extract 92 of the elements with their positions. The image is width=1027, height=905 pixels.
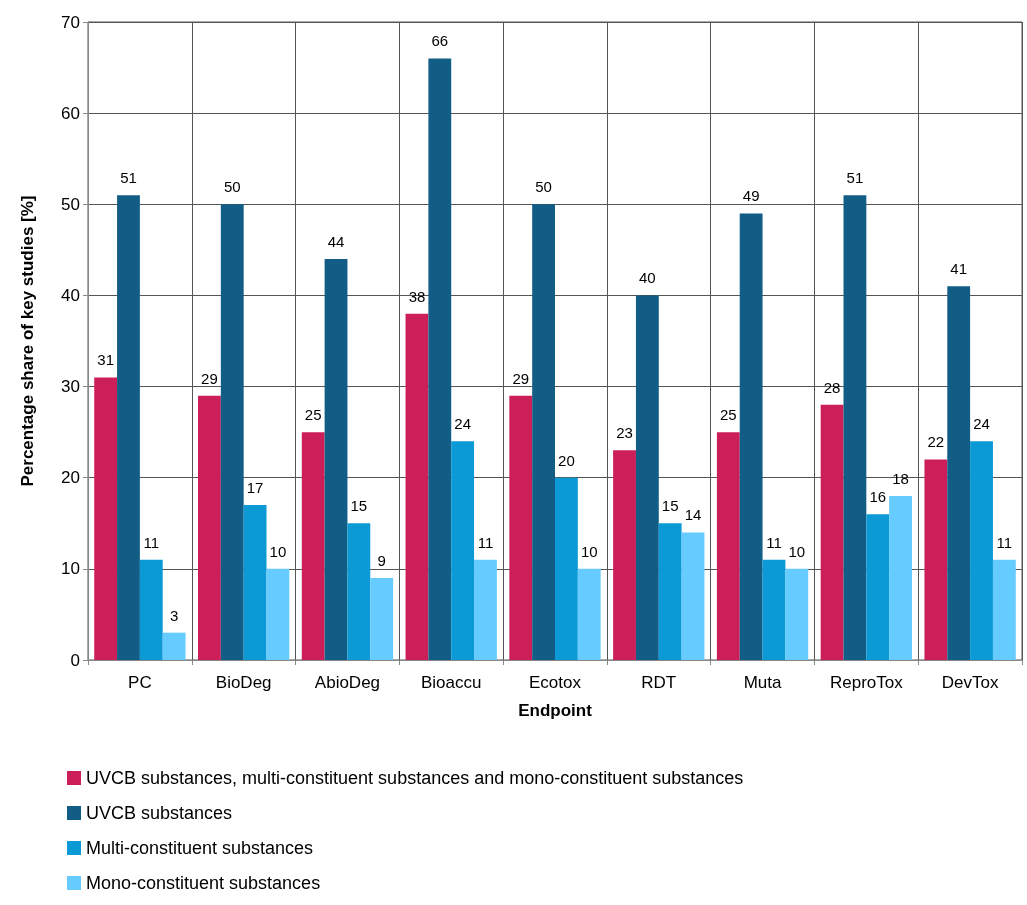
bar [162, 632, 186, 660]
bar [635, 295, 659, 660]
data-label: 31 [97, 351, 114, 369]
data-label: 9 [377, 551, 386, 569]
bar [785, 568, 809, 660]
legend-label: Multi-constituent substances [86, 838, 314, 858]
data-label: 11 [477, 533, 494, 551]
y-tick-label: 60 [61, 103, 80, 123]
data-label: 51 [846, 169, 864, 187]
bar [243, 505, 267, 660]
bar [924, 459, 948, 660]
bar [947, 286, 971, 660]
data-label: 10 [269, 542, 287, 560]
y-tick-label: 20 [61, 468, 80, 488]
data-label: 41 [950, 260, 968, 278]
y-tick-label: 10 [61, 559, 80, 579]
x-tick-label: BioDeg [215, 673, 272, 692]
data-label: 44 [327, 232, 345, 250]
bar [681, 532, 705, 660]
data-label: 11 [996, 533, 1013, 551]
bar [762, 559, 786, 660]
data-label: 23 [616, 424, 633, 442]
bar [866, 514, 890, 660]
bar [94, 377, 118, 660]
data-label: 51 [120, 169, 137, 187]
bar [301, 432, 325, 660]
data-label: 66 [431, 32, 449, 50]
data-label: 20 [558, 451, 575, 469]
data-label: 24 [454, 415, 471, 433]
data-label: 11 [143, 533, 160, 551]
bar [198, 395, 221, 660]
legend-label: Mono-constituent substances [86, 873, 321, 893]
x-tick-label: PC [128, 673, 152, 692]
x-tick-label: Muta [743, 673, 782, 692]
data-label: 25 [304, 406, 322, 424]
bar [139, 559, 163, 660]
bar [509, 395, 533, 660]
bar [555, 477, 578, 660]
data-label: 15 [350, 497, 368, 515]
legend-label: UVCB substances [86, 803, 233, 823]
y-tick-label: 40 [61, 285, 80, 305]
bar [324, 258, 348, 660]
bar [577, 568, 601, 660]
data-label: 25 [719, 406, 737, 424]
data-label: 10 [788, 542, 806, 560]
data-label: 50 [535, 178, 552, 196]
x-tick-label: DevTox [941, 673, 999, 692]
y-tick-label: 70 [61, 12, 80, 32]
data-label: 10 [580, 542, 598, 560]
data-label: 40 [639, 269, 656, 287]
bar [370, 577, 394, 660]
y-tick-label: 50 [61, 194, 80, 214]
x-tick-label: Bioaccu [420, 673, 482, 692]
bar [970, 441, 993, 660]
legend-label: UVCB substances, multi-constituent substances and mono-constituent substances [86, 768, 744, 788]
bar [889, 495, 912, 660]
data-label: 24 [973, 415, 990, 433]
bar [451, 441, 475, 660]
bar [266, 568, 290, 660]
data-label: 22 [927, 433, 945, 451]
bar [474, 559, 497, 660]
bar [428, 58, 452, 660]
x-axis-title: Endpoint [518, 701, 593, 720]
y-tick-label: 0 [70, 650, 80, 670]
bar [716, 432, 740, 660]
bar [992, 559, 1016, 660]
data-label: 14 [684, 506, 702, 524]
bar [739, 213, 763, 660]
bar [117, 195, 140, 660]
x-tick-label: ReproTox [829, 673, 904, 692]
data-label: 50 [223, 178, 241, 196]
x-tick-label: AbioDeg [314, 673, 381, 692]
data-label: 29 [201, 369, 218, 387]
bar [843, 195, 867, 660]
x-tick-label: RDT [641, 673, 677, 692]
bar [613, 450, 636, 660]
y-axis-title: Percentage share of key studies [%] [18, 195, 37, 487]
bar [532, 204, 555, 660]
bar [405, 313, 429, 660]
data-label: 17 [246, 479, 264, 497]
x-tick-label: Ecotox [529, 673, 582, 692]
data-label: 49 [742, 187, 760, 205]
bar [658, 523, 682, 660]
data-label: 11 [766, 533, 782, 551]
data-label: 15 [661, 497, 679, 515]
data-label: 29 [512, 369, 530, 387]
y-tick-label: 30 [61, 377, 80, 397]
bar [347, 523, 371, 660]
bar [220, 204, 244, 660]
bar [820, 404, 844, 660]
data-label: 3 [169, 606, 179, 624]
data-label: 16 [869, 488, 887, 506]
